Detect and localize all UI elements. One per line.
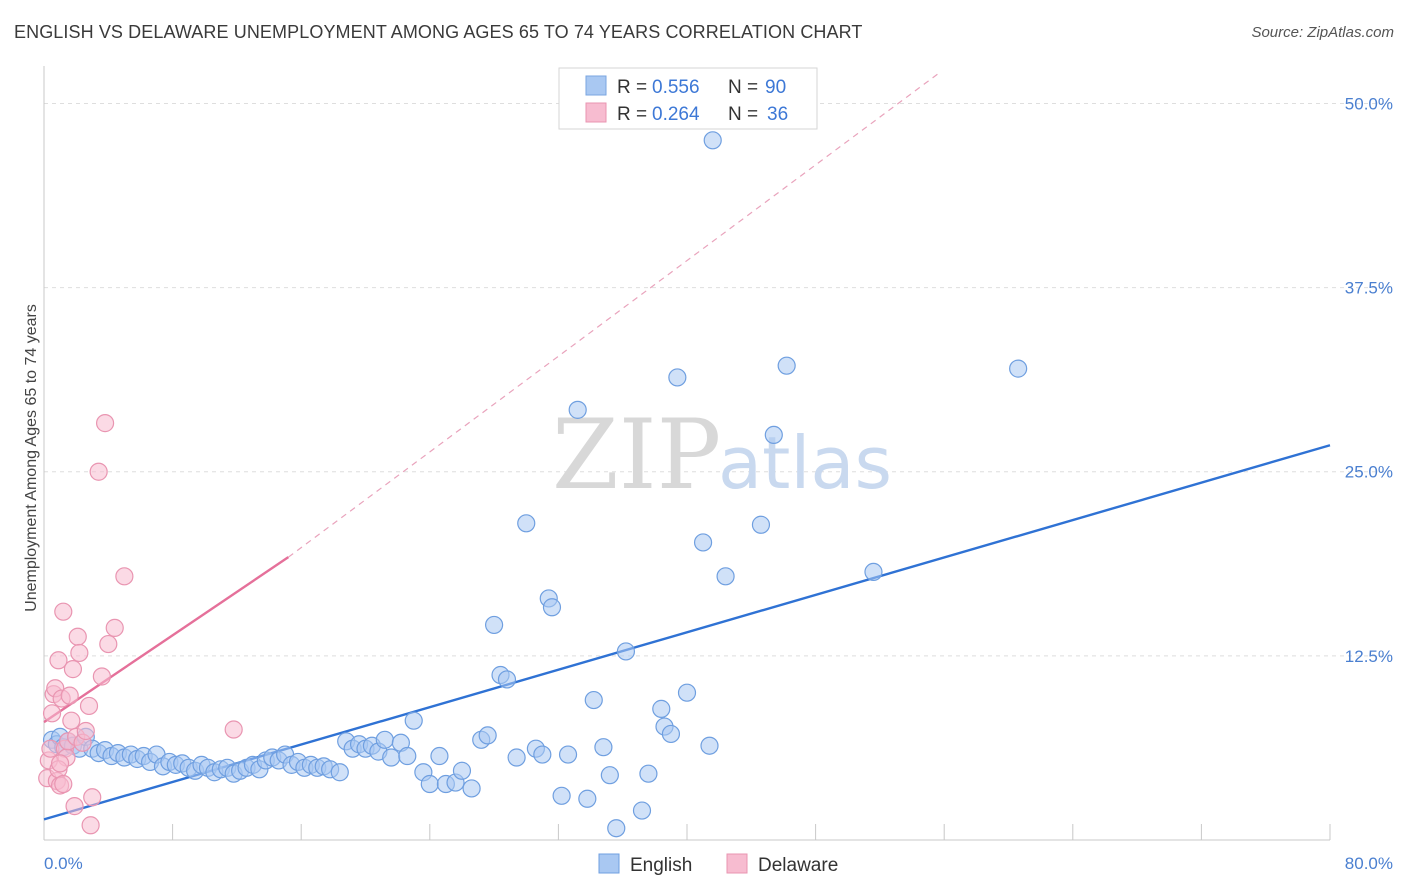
point-english-86	[639, 764, 658, 783]
legend-n-label-delaware: N =	[728, 104, 758, 125]
point-english-78	[568, 400, 587, 419]
point-english-83	[607, 819, 626, 838]
point-delaware-34	[50, 754, 70, 773]
point-english-57	[404, 711, 423, 730]
point-english-100	[703, 131, 722, 150]
point-english-84	[616, 642, 636, 661]
x-tick-label-1: 80.0%	[1345, 854, 1393, 873]
point-delaware-19	[68, 627, 87, 646]
legend-n-value-delaware: 36	[767, 104, 788, 125]
chart-title: ENGLISH VS DELAWARE UNEMPLOYMENT AMONG A…	[14, 22, 863, 42]
point-english-90	[668, 368, 687, 387]
point-delaware-33	[54, 774, 73, 794]
point-english-85	[632, 801, 652, 820]
x-tick-label-0: 0.0%	[44, 854, 83, 873]
y-axis-label: Unemployment Among Ages 65 to 74 years	[23, 304, 40, 612]
legend-r-label-delaware: R =	[617, 104, 647, 125]
point-delaware-20	[70, 643, 89, 663]
point-delaware-3	[42, 704, 62, 723]
legend-swatch-delaware	[585, 102, 607, 123]
point-delaware-17	[65, 797, 84, 816]
point-english-53	[375, 730, 394, 749]
tick-labels: 12.5% 25.0% 37.5% 50.0% 0.0% 80.0%	[44, 94, 1393, 873]
series-legend-swatch-delaware	[726, 853, 748, 874]
point-delaware-31	[115, 567, 134, 586]
series-legend-swatch-english	[598, 853, 620, 874]
point-delaware-24	[81, 816, 100, 835]
y-tick-label-0: 12.5%	[1345, 647, 1393, 666]
point-english-46	[330, 763, 349, 782]
y-tick-label-2: 37.5%	[1345, 279, 1393, 298]
point-delaware-14	[60, 686, 79, 705]
point-english-95	[751, 515, 771, 534]
point-delaware-7	[49, 651, 68, 670]
point-english-92	[693, 533, 713, 552]
point-delaware-22	[76, 721, 95, 741]
point-english-73	[533, 745, 552, 764]
point-english-79	[578, 789, 597, 808]
point-delaware-29	[99, 634, 118, 654]
point-delaware-10	[54, 602, 73, 621]
point-english-80	[584, 690, 603, 710]
point-english-75	[542, 598, 562, 617]
y-tick-label-1: 25.0%	[1345, 463, 1393, 482]
stats-legend: R = 0.556 N = 90 R = 0.264 N = 36	[558, 67, 818, 130]
point-english-67	[485, 615, 504, 635]
legend-n-label-english: N =	[728, 77, 758, 98]
point-english-63	[452, 761, 472, 780]
point-english-71	[517, 514, 536, 533]
legend-r-label-english: R =	[617, 77, 647, 98]
point-english-96	[764, 425, 783, 445]
point-english-69	[497, 670, 517, 689]
point-english-54	[382, 748, 401, 767]
point-english-93	[700, 736, 719, 755]
point-english-98	[864, 562, 883, 582]
point-english-70	[507, 748, 526, 767]
legend-r-value-english: 0.556	[652, 77, 700, 98]
point-english-81	[594, 738, 613, 757]
watermark-atlas: atlas	[718, 421, 892, 505]
point-english-91	[677, 683, 697, 702]
legend-r-value-delaware: 0.264	[652, 104, 700, 125]
point-delaware-28	[95, 414, 115, 433]
trend-line-1	[43, 556, 290, 724]
point-delaware-30	[105, 618, 124, 637]
point-english-56	[398, 746, 417, 766]
point-delaware-25	[83, 788, 102, 807]
watermark: ZIP atlas	[552, 399, 892, 511]
point-delaware-27	[92, 667, 111, 686]
y-tick-label-3: 50.0%	[1345, 94, 1393, 113]
data-points	[38, 131, 1028, 838]
series-legend-label-english: English	[630, 855, 692, 876]
point-delaware-35	[224, 720, 243, 739]
legend-swatch-english	[585, 75, 607, 96]
series-legend: English Delaware	[598, 853, 838, 876]
point-english-59	[420, 774, 439, 794]
point-delaware-23	[79, 696, 99, 716]
point-english-94	[716, 567, 735, 586]
point-english-76	[552, 786, 571, 805]
point-english-99	[1009, 359, 1028, 378]
point-english-82	[600, 766, 619, 785]
trend-extension-1	[287, 73, 939, 558]
legend-n-value-english: 90	[765, 77, 786, 98]
point-english-77	[558, 745, 578, 764]
point-english-66	[478, 726, 497, 745]
point-english-97	[777, 356, 796, 375]
grid-lines	[44, 102, 1390, 657]
point-english-64	[462, 779, 481, 798]
point-delaware-26	[89, 462, 108, 481]
series-legend-label-delaware: Delaware	[758, 855, 838, 876]
point-english-87	[652, 699, 671, 718]
point-delaware-16	[63, 660, 83, 679]
point-english-60	[430, 746, 449, 766]
point-delaware-15	[62, 711, 81, 730]
source-label: Source: ZipAtlas.com	[1251, 24, 1394, 41]
point-english-89	[661, 724, 681, 744]
